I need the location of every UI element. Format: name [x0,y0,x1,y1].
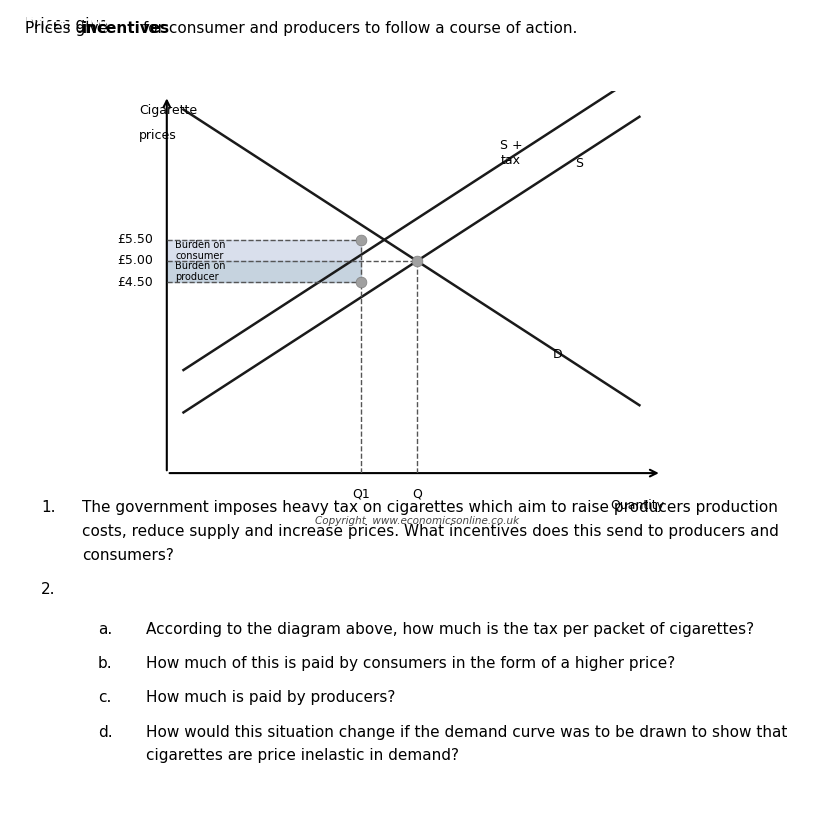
Point [354,276,368,289]
Text: Burden on
producer: Burden on producer [175,261,226,282]
Text: cigarettes are price inelastic in demand?: cigarettes are price inelastic in demand… [147,749,460,764]
Text: According to the diagram above, how much is the tax per packet of cigarettes?: According to the diagram above, how much… [147,622,755,637]
Text: Q: Q [412,488,422,501]
Text: S: S [575,157,584,170]
Text: d.: d. [98,725,113,740]
Text: a.: a. [98,622,112,637]
Bar [167,261,361,282]
Text: 1.: 1. [41,500,56,515]
Text: Burden on
consumer: Burden on consumer [175,240,226,261]
Text: incentives: incentives [82,21,170,36]
Text: D: D [553,348,563,361]
Text: c.: c. [98,691,111,706]
Text: Prices give: Prices give [25,17,113,32]
Text: The government imposes heavy tax on cigarettes which aim to raise producers prod: The government imposes heavy tax on ciga… [82,500,777,515]
Text: Prices give: Prices give [25,21,113,36]
Text: S +
tax: S + tax [500,139,523,168]
Text: £5.00: £5.00 [117,255,153,267]
Text: prices: prices [139,129,177,143]
Point [410,254,424,267]
Text: Q1: Q1 [353,488,370,501]
Text: for consumer and producers to follow a course of action.: for consumer and producers to follow a c… [138,21,577,36]
Text: Cigarette: Cigarette [139,104,197,117]
Point [354,233,368,247]
Text: consumers?: consumers? [82,548,173,563]
Text: Prices give incentives: Prices give incentives [25,17,212,32]
Text: How much is paid by producers?: How much is paid by producers? [147,691,396,706]
Text: costs, reduce supply and increase prices. What incentives does this send to prod: costs, reduce supply and increase prices… [82,524,778,539]
Text: b.: b. [98,657,113,671]
Text: How much of this is paid by consumers in the form of a higher price?: How much of this is paid by consumers in… [147,657,676,671]
Text: Copyright  www.economicsonline.co.uk: Copyright www.economicsonline.co.uk [315,515,519,525]
Text: £5.50: £5.50 [117,233,153,247]
Text: How would this situation change if the demand curve was to be drawn to show that: How would this situation change if the d… [147,725,788,740]
Text: Quantity: Quantity [610,499,665,511]
Text: 2.: 2. [41,582,56,597]
Text: £4.50: £4.50 [117,276,153,289]
Bar [167,240,361,261]
